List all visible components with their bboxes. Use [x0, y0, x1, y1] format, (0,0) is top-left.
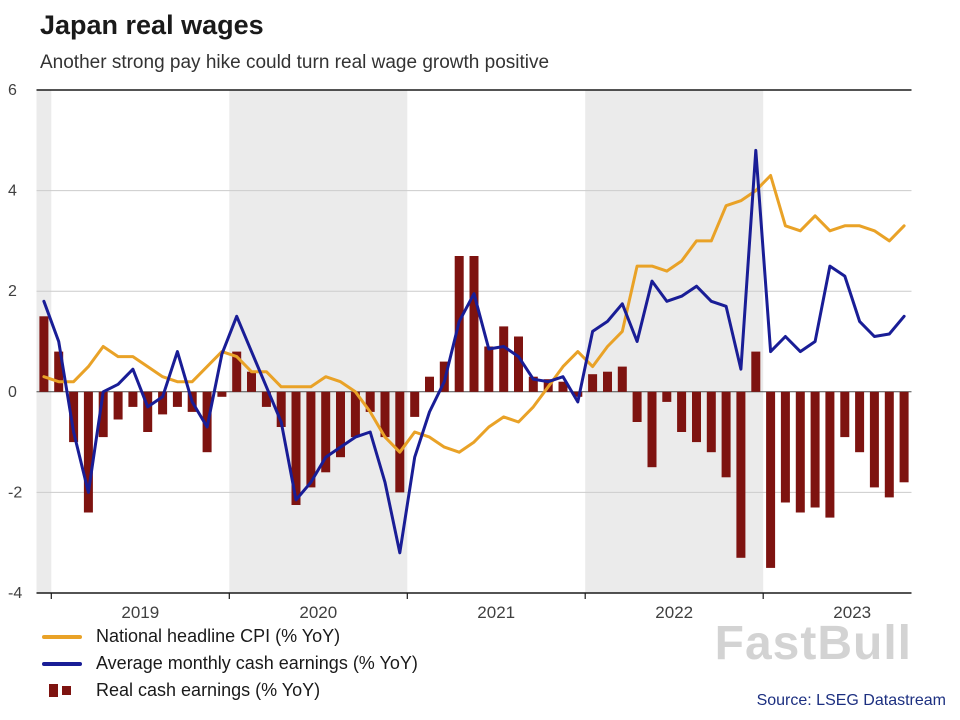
year-shading-bands — [36, 90, 764, 593]
svg-text:6: 6 — [8, 82, 17, 99]
svg-text:0: 0 — [8, 384, 17, 401]
chart-title: Japan real wages — [40, 10, 264, 40]
wages-chart-plot: -4 -2 0 2 4 6 2019 2020 2021 2022 2023 — [8, 82, 912, 620]
svg-text:2019: 2019 — [121, 603, 159, 620]
y-axis-labels: -4 -2 0 2 4 6 — [8, 82, 22, 602]
x-axis: 2019 2020 2021 2022 2023 — [50, 593, 871, 620]
svg-text:-2: -2 — [8, 484, 22, 501]
svg-text:2: 2 — [8, 283, 17, 300]
real-earnings-bars-swatch-icon — [42, 684, 84, 697]
earnings-line — [42, 148, 906, 555]
legend-label-cpi: National headline CPI (% YoY) — [96, 626, 341, 646]
svg-text:2020: 2020 — [299, 603, 337, 620]
source-credit: Source: LSEG Datastream — [756, 692, 946, 709]
legend-item-earnings: Average monthly cash earnings (% YoY) — [42, 650, 418, 677]
legend-item-real-earnings: Real cash earnings (% YoY) — [42, 677, 418, 704]
svg-text:2023: 2023 — [833, 603, 871, 620]
chart-subtitle: Another strong pay hike could turn real … — [40, 52, 550, 73]
earnings-line-swatch-icon — [42, 661, 84, 666]
legend-item-cpi: National headline CPI (% YoY) — [42, 623, 418, 650]
svg-text:2021: 2021 — [477, 603, 515, 620]
svg-text:-4: -4 — [8, 585, 22, 602]
watermark: FastBull — [714, 617, 912, 670]
svg-text:2022: 2022 — [655, 603, 693, 620]
legend-label-earnings: Average monthly cash earnings (% YoY) — [96, 653, 418, 673]
real-earnings-bars — [39, 256, 909, 568]
legend: National headline CPI (% YoY) Average mo… — [42, 623, 418, 704]
svg-text:4: 4 — [8, 183, 17, 200]
cpi-line-swatch-icon — [42, 634, 84, 639]
legend-label-real-earnings: Real cash earnings (% YoY) — [96, 680, 321, 700]
